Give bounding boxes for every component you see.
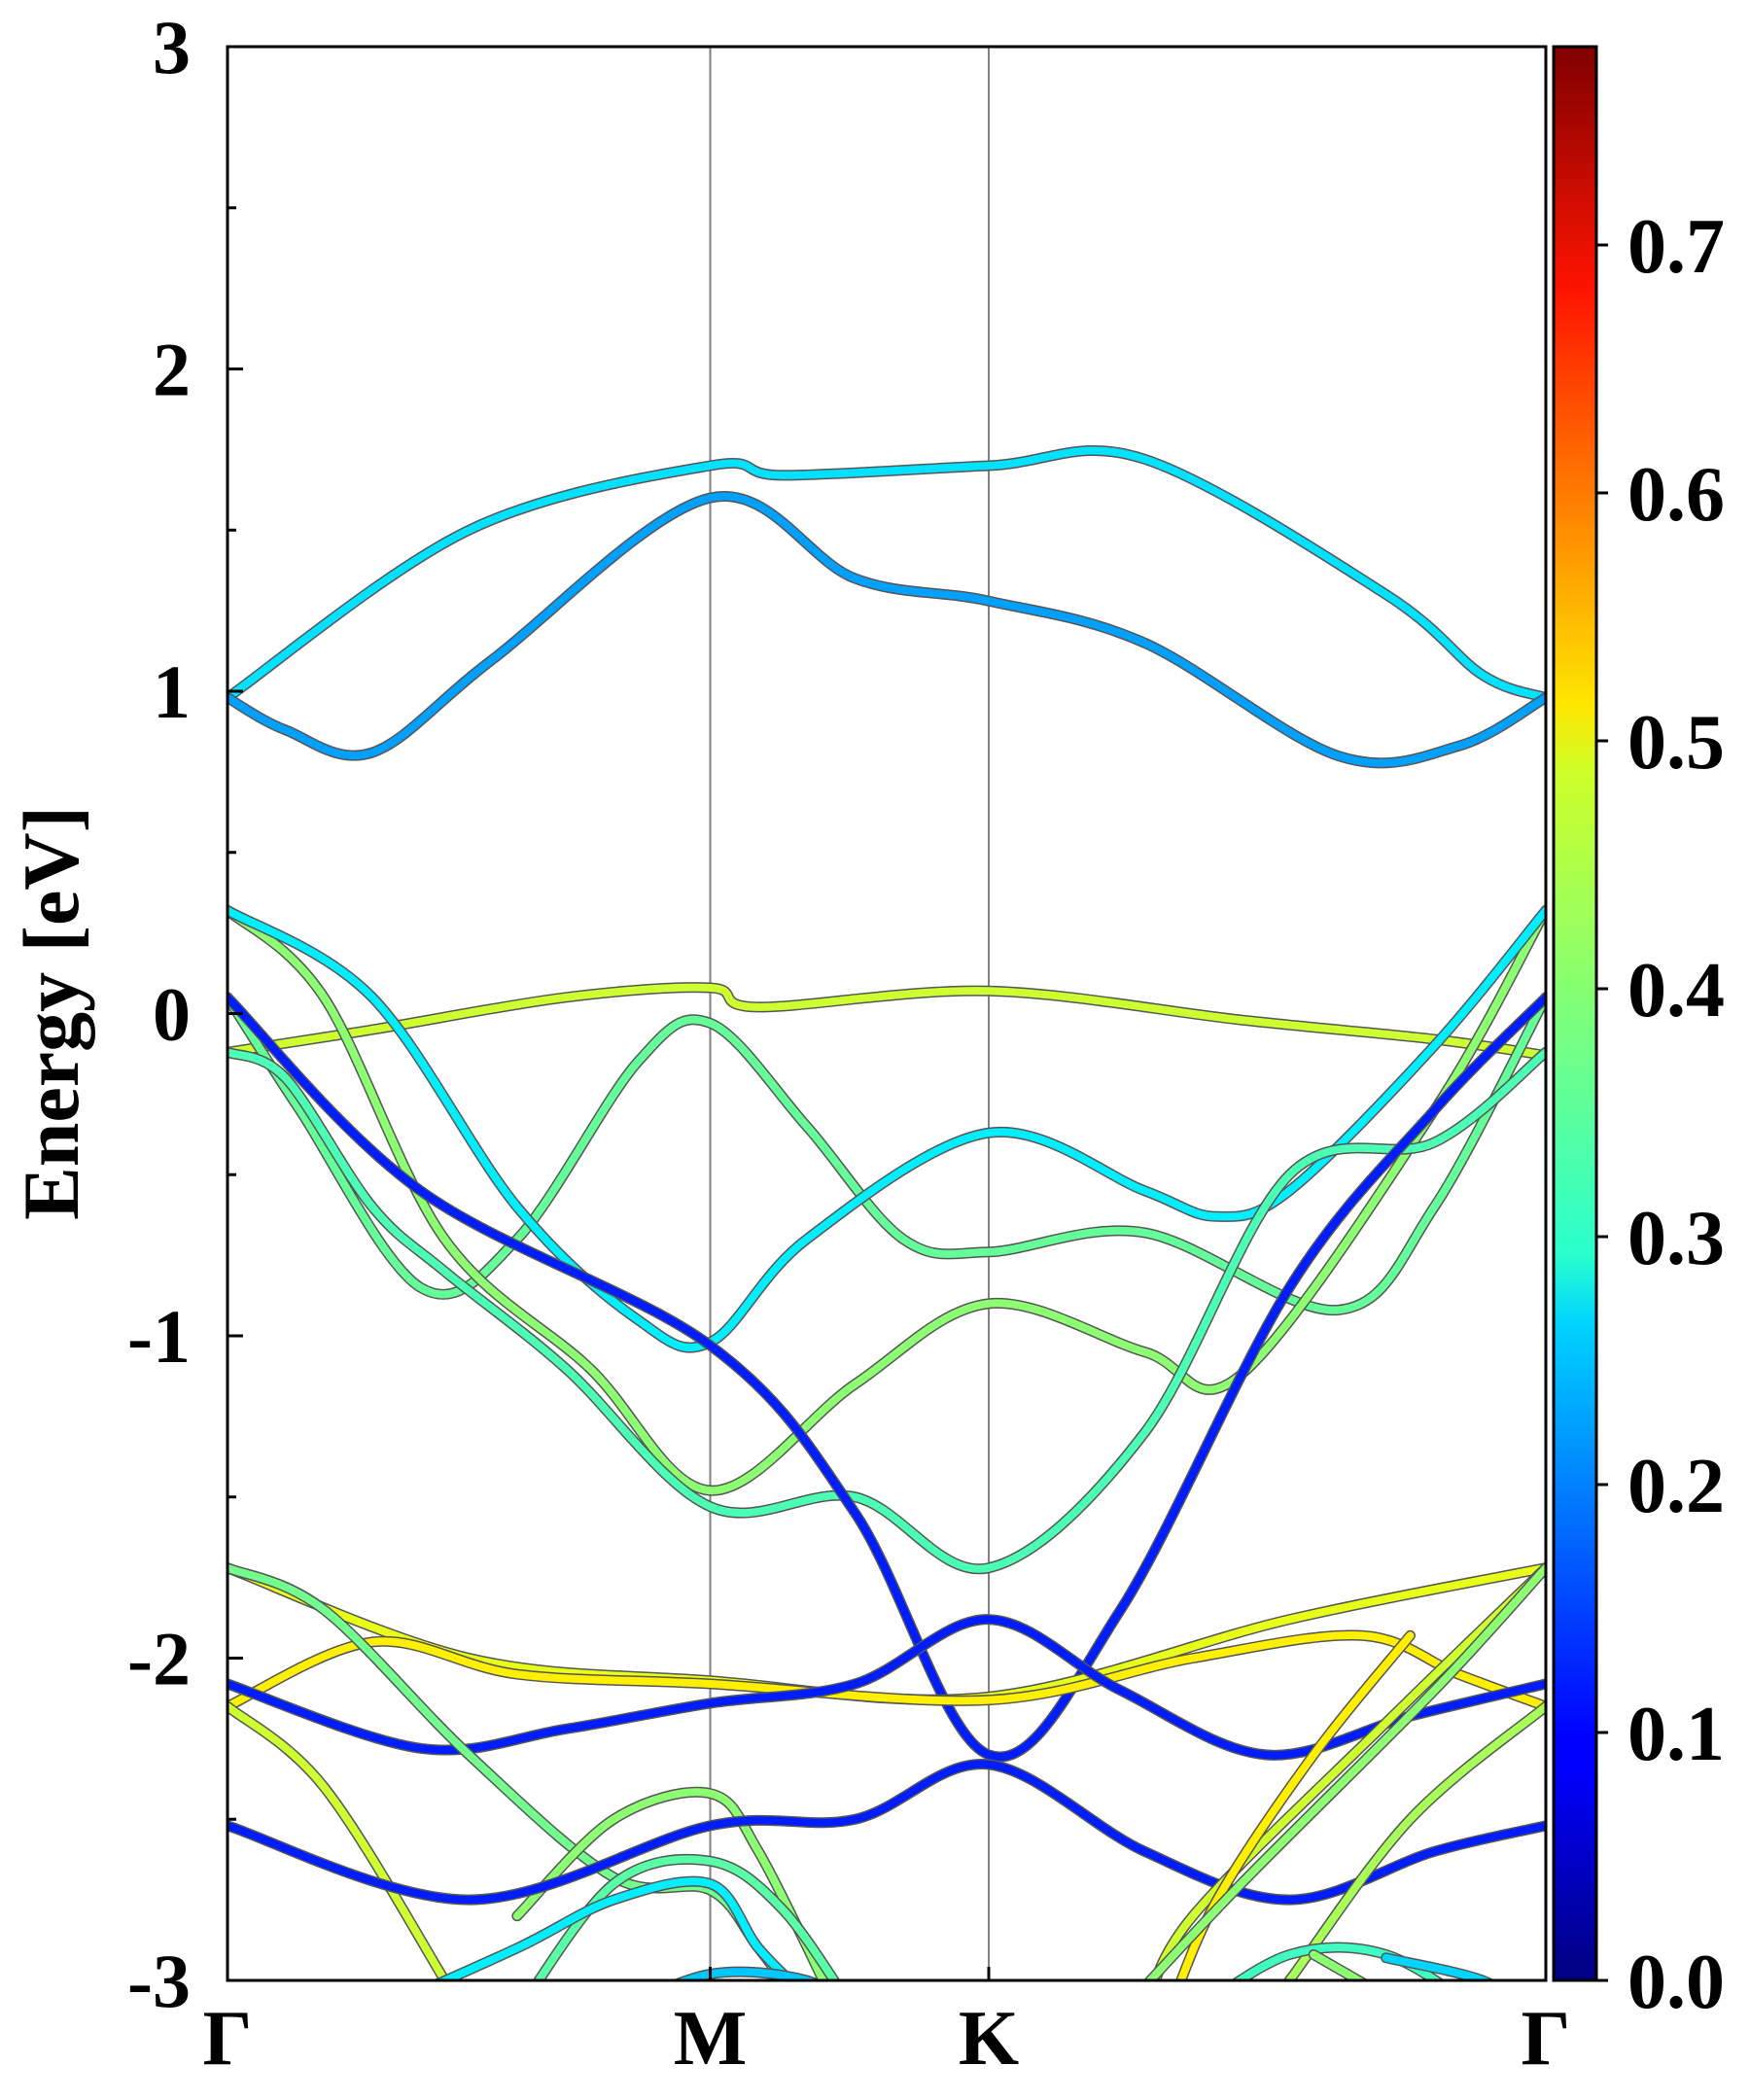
colorbar-tick-label: 0.1 [1628, 1692, 1725, 1777]
band-line [1144, 1563, 1546, 1980]
band-line [228, 993, 1546, 1761]
band-line [1310, 1950, 1367, 1980]
colorbar-tick-label: 0.2 [1628, 1444, 1725, 1529]
y-axis-title: Energy [eV] [7, 806, 95, 1220]
y-tick-label: -1 [127, 1294, 191, 1379]
y-tick-label: -2 [127, 1617, 191, 1701]
colorbar-ticks: 0.0 0.1 0.2 0.3 0.4 0.5 0.6 0.7 [1596, 204, 1725, 2025]
y-tick-label: 3 [153, 5, 191, 89]
colorbar-tick-label: 0.6 [1628, 452, 1725, 538]
band-line [436, 1877, 796, 1980]
kpoint-label: K [959, 1996, 1019, 2082]
kpoint-label: Γ [1522, 1996, 1571, 2082]
band-line [675, 1968, 819, 1980]
high-symmetry-lines [709, 47, 991, 1980]
band-line [1176, 1631, 1415, 1980]
y-tick-label: -3 [127, 1939, 191, 2023]
band-line [228, 492, 1546, 767]
colorbar-tick-label: 0.3 [1628, 1196, 1725, 1281]
colorbar-bar [1552, 45, 1598, 1982]
band-line [1284, 1702, 1546, 1980]
band-line [534, 1855, 839, 1980]
kpoint-label: Γ [203, 1996, 253, 2082]
plot-area [228, 47, 1546, 1980]
colorbar-tick-label: 0.5 [1628, 700, 1725, 786]
band-line [228, 983, 1546, 1060]
y-axis: 3 2 1 0 -1 -2 -3 [127, 5, 243, 2023]
y-tick-label: 1 [153, 649, 191, 734]
band-line [228, 446, 1546, 702]
band-line [228, 906, 1546, 1352]
kpoint-label: M [674, 1996, 748, 2082]
band-lines [228, 444, 1546, 1980]
colorbar-tick-label: 0.0 [1628, 1940, 1725, 2025]
colorbar-tick-label: 0.7 [1628, 204, 1725, 290]
colorbar-tick-label: 0.4 [1628, 948, 1725, 1033]
band-line [228, 993, 1546, 1314]
colorbar: 0.0 0.1 0.2 0.3 0.4 0.5 0.6 0.7 [1552, 45, 1725, 2025]
y-tick-label: 0 [153, 972, 191, 1057]
y-tick-label: 2 [153, 328, 191, 412]
band-line [1233, 1943, 1443, 1980]
band-line [228, 1630, 1546, 1711]
